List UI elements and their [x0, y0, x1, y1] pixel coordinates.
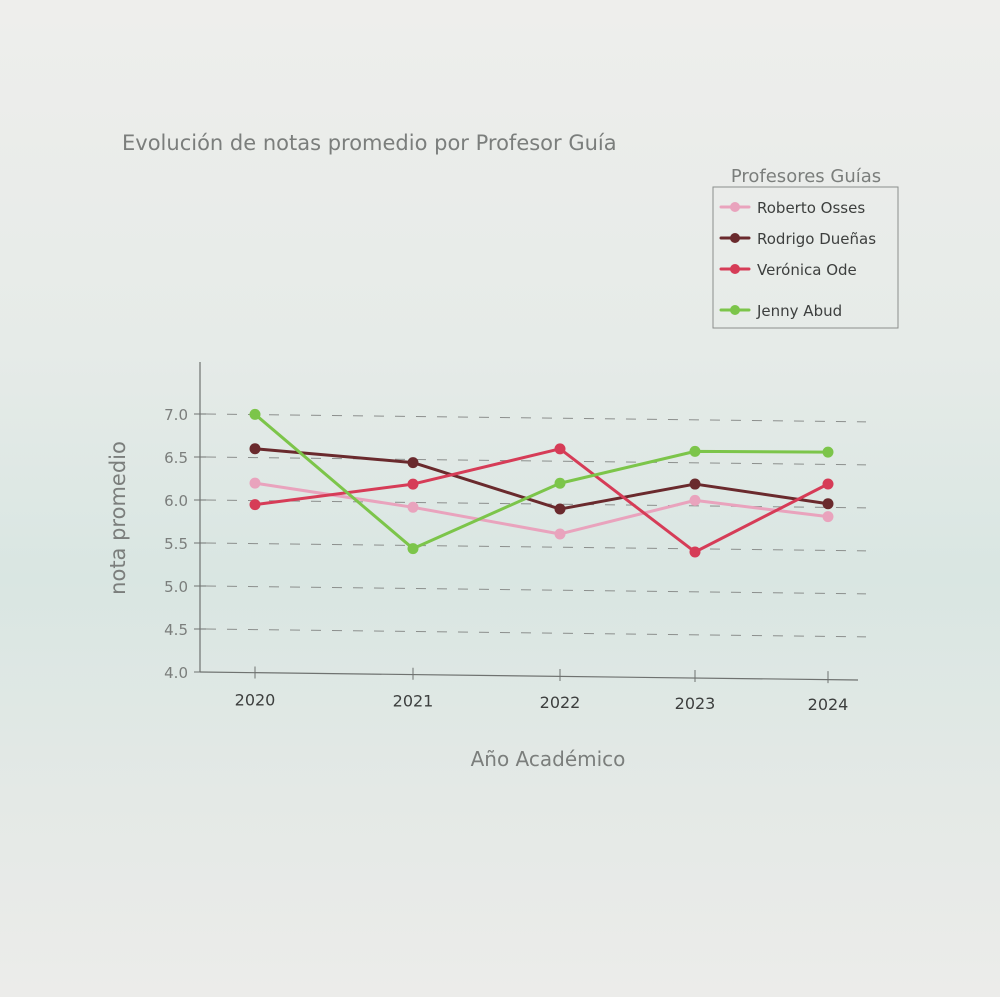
y-tick-label: 4.5 [164, 621, 188, 639]
y-tick-label: 7.0 [164, 406, 188, 424]
legend: Profesores Guías Roberto Osses Rodrigo Du… [712, 166, 899, 329]
series-line-2 [253, 447, 830, 554]
x-tick-label: 2022 [540, 693, 581, 712]
legend-swatch-marker [730, 202, 740, 212]
chart-title: Evolución de notas promedio por Profesor… [122, 131, 617, 155]
data-point [554, 477, 566, 489]
x-tick-labels: 2020 2021 2022 2023 2024 [235, 690, 849, 714]
data-point [407, 457, 419, 469]
data-point [407, 478, 419, 490]
legend-label: Jenny Abud [756, 302, 842, 320]
legend-box [712, 186, 899, 329]
data-point [822, 511, 834, 523]
x-tick-label: 2023 [675, 694, 716, 713]
x-tick-label: 2024 [808, 695, 849, 714]
gridline [205, 585, 867, 595]
x-tick-label: 2021 [393, 692, 434, 711]
data-point [407, 501, 419, 513]
x-axis-line [199, 671, 859, 681]
data-point [822, 478, 834, 490]
data-point [554, 443, 566, 455]
data-point [249, 499, 261, 511]
legend-swatch-marker [730, 233, 740, 243]
y-axis-label: nota promedio [106, 441, 130, 595]
axes [194, 362, 859, 684]
data-point [689, 445, 701, 457]
legend-swatch-marker [730, 305, 740, 315]
legend-label: Rodrigo Dueñas [757, 230, 876, 248]
x-tick-label: 2020 [235, 690, 276, 709]
gridline [205, 542, 867, 552]
y-tick-label: 4.0 [164, 664, 188, 682]
y-tick-label: 6.0 [164, 492, 188, 510]
series-layer [249, 408, 834, 558]
y-tick-label: 6.5 [164, 449, 188, 467]
legend-label: Roberto Osses [757, 199, 865, 217]
data-point [822, 446, 834, 458]
legend-swatch-marker [730, 264, 740, 274]
data-point [689, 546, 701, 558]
data-point [689, 494, 701, 506]
legend-label: Verónica Ode [757, 261, 857, 279]
data-point [554, 528, 566, 540]
data-point [554, 503, 566, 515]
y-tick-labels: 4.0 4.5 5.0 5.5 6.0 6.5 7.0 [164, 406, 188, 682]
legend-items: Roberto Osses Rodrigo Dueñas Verónica Ode J… [719, 199, 876, 320]
x-axis-label: Año Académico [471, 747, 626, 771]
gridline [205, 413, 867, 423]
y-tick-label: 5.5 [164, 535, 188, 553]
data-point [249, 477, 261, 489]
y-tick-label: 5.0 [164, 578, 188, 596]
gridlines [205, 413, 867, 638]
gridline [205, 628, 867, 638]
data-point [689, 478, 701, 490]
gridline [205, 456, 867, 466]
series-line-1 [253, 447, 830, 511]
data-point [249, 408, 261, 420]
legend-title: Profesores Guías [731, 166, 881, 187]
data-point [407, 543, 419, 555]
data-point [822, 498, 834, 510]
data-point [249, 443, 261, 455]
